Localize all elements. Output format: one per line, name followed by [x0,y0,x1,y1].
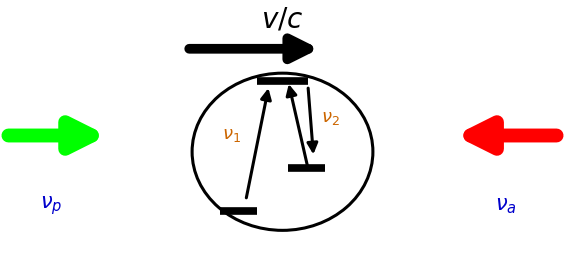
Text: $v/c$: $v/c$ [261,7,304,34]
Text: $\nu_1$: $\nu_1$ [222,127,241,144]
Text: $\nu_2$: $\nu_2$ [321,109,340,127]
Text: $\nu_a$: $\nu_a$ [495,196,516,216]
Text: $\nu_p$: $\nu_p$ [40,195,62,217]
Ellipse shape [192,73,373,230]
